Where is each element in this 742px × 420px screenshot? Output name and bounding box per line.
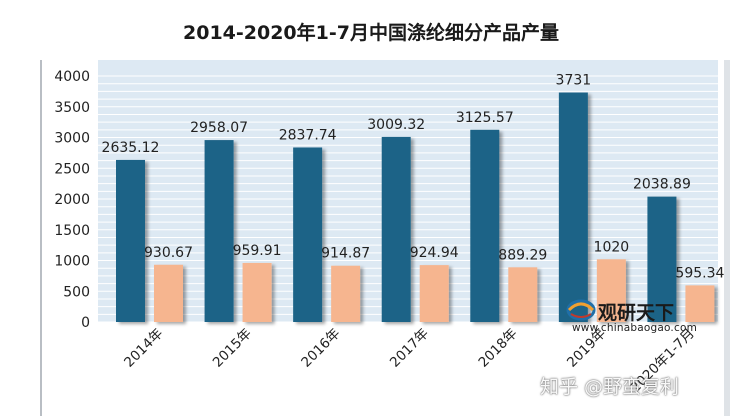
data-label: 959.91 <box>233 243 282 259</box>
y-tick-label: 3500 <box>54 100 90 116</box>
data-label: 924.94 <box>410 245 459 261</box>
x-tick-label: 2014年 <box>121 326 166 371</box>
left-border <box>40 60 42 416</box>
bar-series-1 <box>116 159 145 322</box>
data-label: 595.34 <box>675 265 724 281</box>
data-label: 3731 <box>556 73 592 89</box>
y-tick-label: 4000 <box>54 69 90 85</box>
bar-series-1 <box>647 196 677 322</box>
data-label: 3125.57 <box>456 110 514 126</box>
bar-series-1 <box>293 147 323 322</box>
data-label: 3009.32 <box>367 117 425 133</box>
data-label: 914.87 <box>321 246 370 262</box>
watermark-logo: 观研天下 www.chinabaogao.com <box>566 296 716 336</box>
bar-series-2 <box>242 262 272 322</box>
zhihu-watermark: 知乎 @野蛮复利 <box>540 376 680 398</box>
right-border <box>724 60 730 416</box>
x-tick-label: 2017年 <box>387 326 432 371</box>
logo-brand-text: 观研天下 <box>598 302 675 324</box>
chart-title: 2014-2020年1-7月中国涤纶细分产品产量 <box>183 22 559 44</box>
y-tick-label: 1000 <box>54 254 90 270</box>
bar-series-1 <box>204 140 234 322</box>
logo-url-text: www.chinabaogao.com <box>572 322 697 334</box>
data-label: 889.29 <box>498 247 547 263</box>
bar-series-1 <box>558 92 588 322</box>
bar-series-2 <box>685 285 715 322</box>
data-label: 2038.89 <box>633 177 691 193</box>
bar-series-2 <box>596 259 626 322</box>
data-label: 930.67 <box>144 245 193 261</box>
y-tick-label: 500 <box>63 284 90 300</box>
bar-series-2 <box>419 265 449 322</box>
bar-series-2 <box>331 265 361 322</box>
data-label: 2837.74 <box>279 127 337 143</box>
x-tick-label: 2015年 <box>210 326 255 371</box>
y-tick-label: 0 <box>81 315 90 331</box>
globe-logo-icon <box>566 299 596 321</box>
bar-series-1 <box>381 136 411 322</box>
y-tick-label: 2500 <box>54 161 90 177</box>
data-label: 1020 <box>594 239 630 255</box>
data-label: 2958.07 <box>190 120 248 136</box>
bar-series-2 <box>154 264 183 322</box>
data-label: 2635.12 <box>102 140 160 156</box>
bar-series-1 <box>470 129 500 322</box>
y-tick-label: 3000 <box>54 131 90 147</box>
y-tick-label: 1500 <box>54 223 90 239</box>
x-tick-label: 2016年 <box>298 326 343 371</box>
bar-series-2 <box>508 267 538 322</box>
y-tick-label: 2000 <box>54 192 90 208</box>
x-tick-label: 2018年 <box>475 326 520 371</box>
